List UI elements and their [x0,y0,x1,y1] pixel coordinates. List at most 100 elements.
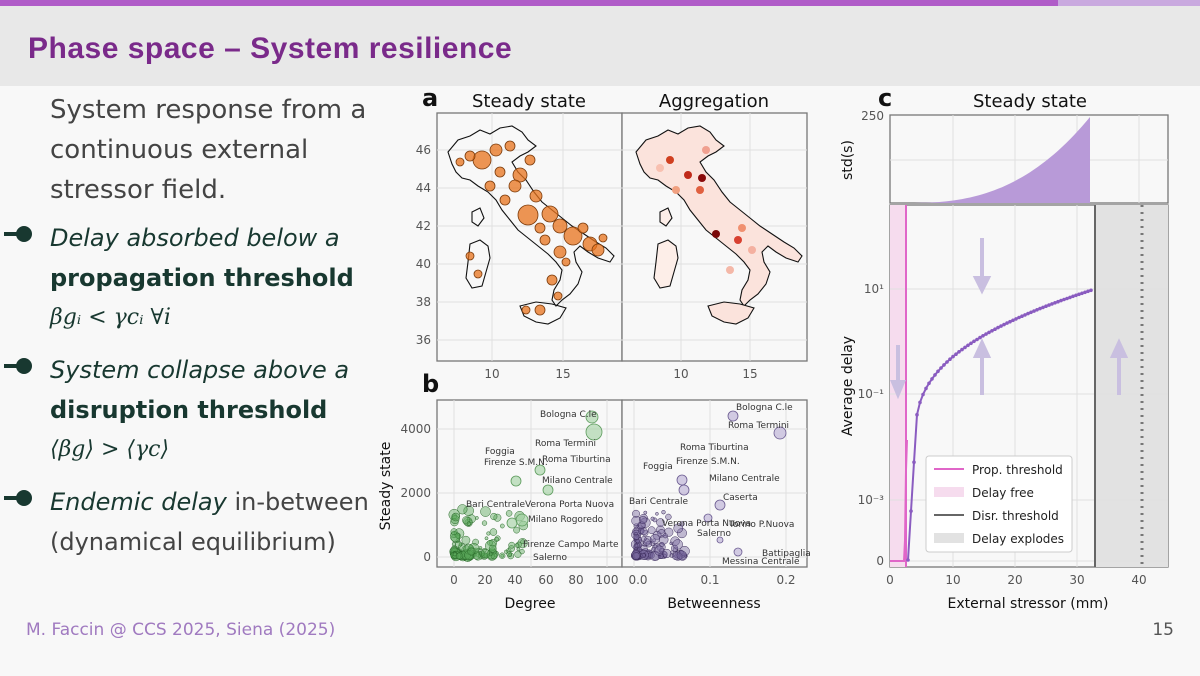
aggregation-spot [696,186,704,194]
top-y-tick: 250 [861,109,884,123]
aggregation-spot [738,224,746,232]
degree-point [463,505,474,517]
degree-point [515,513,529,527]
station-marker [598,233,608,243]
station-marker [553,291,563,301]
delay-point [1008,319,1012,324]
station-label: Battipaglia [762,549,811,559]
slide-title: Phase space – System resilience [28,32,513,65]
legend-label: Delay free [972,486,1034,500]
delay-point [1065,296,1069,301]
panel-a-label: a [422,84,438,112]
betweenness-point [640,552,646,559]
legend-label: Disr. threshold [972,509,1059,523]
y-tick: 10¹ [864,282,884,296]
station-marker [499,194,511,206]
station-marker [455,157,465,167]
degree-point [585,410,599,424]
aggregation-spot [726,266,734,274]
betweenness-point [670,550,675,555]
delay-point [915,412,919,417]
degree-point [481,520,488,526]
arrow-down-head [890,380,906,400]
delay-point [1020,314,1024,319]
delay-point [1038,306,1042,311]
degree-point [489,528,498,536]
betweenness-point [676,528,687,539]
delay-point [963,345,967,350]
delay-point [1083,290,1087,295]
delay-point [957,350,961,354]
betweenness-point [673,523,684,534]
station-label: Foggia [485,447,515,457]
degree-point [472,538,479,546]
degree-point [449,531,461,542]
delay-point [948,357,952,362]
degree-point [485,540,497,552]
panel-a-left-title: Steady state [472,91,586,112]
aggregation-spot [698,174,706,182]
betweenness-point [647,526,656,535]
betweenness-point [641,536,647,542]
station-markers-steady [455,140,608,316]
betweenness-point [676,474,688,486]
betweenness-point [633,543,639,549]
degree-point [455,540,463,548]
y-tick: 4000 [400,422,431,436]
station-label: Firenze Campo Marte [523,540,619,550]
station-label: Milano Centrale [542,476,613,486]
degree-point [450,551,458,559]
aggregation-spot [734,236,742,244]
degree-point [457,504,468,515]
lon-tick: 10 [673,367,688,381]
delay-point [996,325,1000,330]
panel-b-label: b [422,370,439,398]
station-marker [524,154,536,166]
bullet-dot [16,490,32,506]
degree-point [499,552,506,559]
betweenness-point [656,518,665,527]
station-marker [534,304,546,316]
x-tick: 0.2 [776,573,795,587]
panel-c-legend: Prop. threshold Delay free Disr. thresho… [925,455,1073,553]
betweenness-point [727,410,739,422]
bullet-em-text: Endemic delay [50,488,227,516]
betweenness-point [638,521,646,530]
betweenness-point [661,510,666,515]
betweenness-point [643,538,651,546]
lon-tick: 15 [555,367,570,381]
y-tick: 2000 [400,486,431,500]
station-label: Bari Centrale [466,500,526,510]
lat-tick: 38 [416,295,431,309]
legend-explodes-swatch [934,533,964,543]
aggregation-spot [672,186,680,194]
betweenness-point [631,515,642,526]
station-marker [534,222,546,234]
degree-point [516,547,521,552]
delay-point [936,369,940,374]
betweenness-point [716,536,724,544]
delay-point [975,337,979,342]
delay-point [1041,305,1045,310]
bullet-line2: (dynamical equilibrium) [50,528,336,556]
delay-point [954,352,958,357]
station-marker [484,180,496,192]
betweenness-point [643,510,648,515]
degree-point [486,531,491,536]
station-marker [465,251,475,261]
prop-threshold-curve [890,439,908,562]
lon-tick: 15 [742,367,757,381]
panel-b-right-xlabel: Betweenness [667,596,760,612]
page-number: 15 [1152,620,1174,640]
betweenness-point [650,516,655,521]
betweenness-point [672,539,683,550]
delay-point [1002,322,1006,327]
station-marker [473,269,483,279]
aggregation-spot [712,230,720,238]
betweenness-point [669,541,673,546]
station-label: Roma Termini [728,421,789,431]
degree-point [468,549,474,555]
degree-point [514,550,522,558]
delay-point [1071,294,1075,299]
